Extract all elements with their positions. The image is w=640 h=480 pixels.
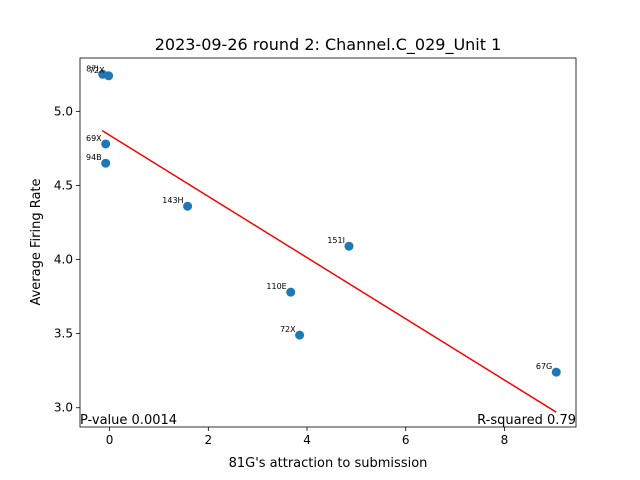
data-point	[101, 139, 111, 149]
point-label: 143H	[162, 196, 183, 205]
point-label: 87I	[86, 64, 99, 73]
x-tick-label: 2	[204, 433, 212, 447]
data-point	[295, 330, 305, 340]
point-label: 67G	[536, 362, 552, 371]
data-point	[98, 69, 108, 79]
x-tick-label: 0	[106, 433, 114, 447]
r-squared-annotation: R-squared 0.79	[477, 413, 576, 428]
x-tick-label: 6	[402, 433, 410, 447]
data-point	[101, 158, 111, 168]
plot-area: 0 2 4 6 8 3.0 3.5 4.0 4.5 5.0 67G 72X 110E 151I 143H 94…	[54, 57, 577, 447]
data-point	[344, 241, 354, 251]
data-point	[551, 367, 561, 377]
y-tick-label: 4.0	[54, 253, 73, 267]
point-label: 110E	[266, 282, 286, 291]
data-point	[183, 201, 193, 211]
x-tick-label: 8	[501, 433, 509, 447]
plot-frame	[79, 57, 577, 428]
x-axis-label: 81G's attraction to submission	[229, 456, 428, 471]
y-tick-label: 5.0	[54, 104, 73, 118]
y-axis-label: Average Firing Rate	[29, 178, 44, 305]
point-label: 69X	[86, 134, 102, 143]
point-label: 151I	[327, 236, 345, 245]
y-tick-label: 4.5	[54, 178, 73, 192]
point-label: 94B	[86, 153, 102, 162]
data-point	[286, 287, 296, 297]
point-label: 72X	[89, 66, 105, 75]
y-tick-label: 3.0	[54, 401, 73, 415]
p-value-annotation: P-value 0.0014	[80, 413, 177, 428]
y-tick-label: 3.5	[54, 327, 73, 341]
x-tick-label: 4	[303, 433, 311, 447]
regression-line	[101, 129, 557, 413]
chart-title: 2023-09-26 round 2: Channel.C_029_Unit 1	[155, 35, 502, 55]
point-label: 72X	[280, 325, 296, 334]
